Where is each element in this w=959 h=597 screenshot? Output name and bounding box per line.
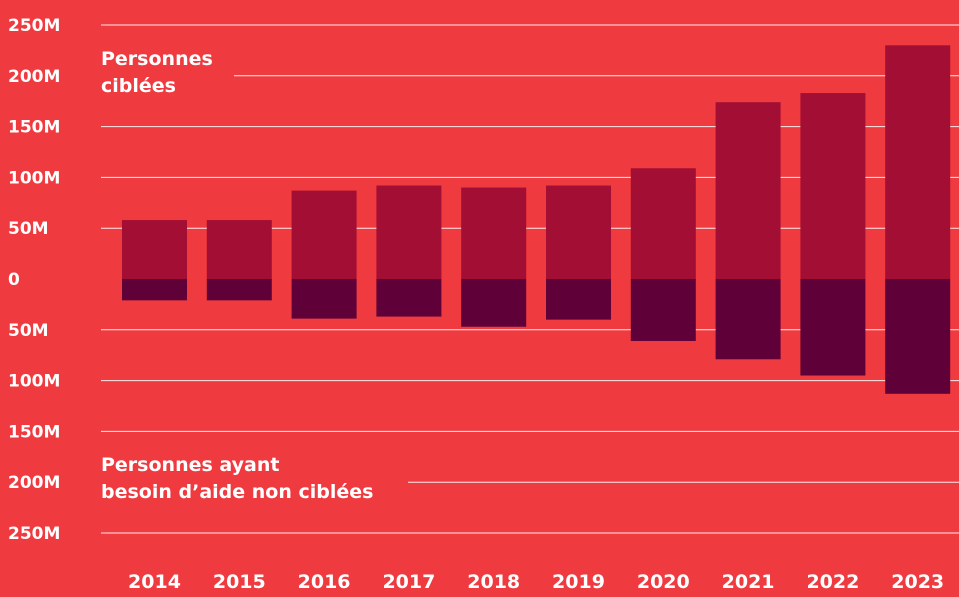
y-tick-label: 200M: [8, 473, 60, 493]
x-tick-label: 2015: [213, 571, 266, 593]
x-axis-ticks: 2014 2015 2016 2017 2018 2019 2020 2021 2022 2023: [128, 571, 944, 593]
x-tick-label: 2023: [891, 571, 944, 593]
x-tick-label: 2021: [722, 571, 775, 593]
bar-targeted-2016: [291, 190, 357, 279]
x-tick-label: 2014: [128, 571, 181, 593]
bar-targeted-2020: [630, 168, 696, 279]
x-tick-label: 2022: [806, 571, 859, 593]
bar-untargeted-2023: [885, 279, 951, 394]
bar-targeted-2021: [715, 102, 781, 279]
annotation-targeted-line-1: Personnes: [101, 48, 213, 70]
bar-targeted-2017: [376, 185, 442, 279]
bar-untargeted-2022: [800, 279, 866, 376]
x-tick-label: 2017: [382, 571, 435, 593]
y-tick-label: 250M: [8, 16, 60, 36]
x-tick-label: 2016: [298, 571, 351, 593]
annotation-untargeted: Personnes ayant besoin d’aide non ciblée…: [94, 450, 408, 512]
bar-targeted-2019: [546, 185, 611, 279]
y-tick-label: 100M: [8, 372, 60, 392]
x-tick-label: 2018: [467, 571, 520, 593]
bar-targeted-2015: [206, 220, 272, 279]
annotation-targeted-line-2: ciblées: [101, 75, 176, 97]
annotation-untargeted-line-1: Personnes ayant: [101, 454, 279, 476]
annotation-targeted: Personnes ciblées: [94, 42, 234, 104]
y-tick-label: 50M: [8, 219, 49, 239]
x-tick-label: 2019: [552, 571, 605, 593]
y-tick-label: 250M: [8, 524, 60, 544]
y-tick-label: 150M: [8, 422, 60, 442]
bars: [122, 45, 951, 394]
bar-untargeted-2018: [461, 279, 527, 327]
bar-untargeted-2016: [291, 279, 357, 319]
y-tick-label: 0: [8, 270, 20, 290]
bar-targeted-2023: [885, 45, 951, 279]
annotation-untargeted-line-2: besoin d’aide non ciblées: [101, 481, 373, 503]
bar-untargeted-2015: [206, 279, 272, 301]
bar-targeted-2022: [800, 93, 866, 280]
bar-untargeted-2020: [630, 279, 696, 341]
bar-targeted-2018: [461, 187, 527, 279]
bar-untargeted-2019: [546, 279, 611, 320]
bar-untargeted-2014: [122, 279, 187, 301]
y-tick-label: 200M: [8, 67, 60, 87]
bar-untargeted-2017: [376, 279, 442, 317]
bar-untargeted-2021: [715, 279, 781, 360]
y-tick-label: 50M: [8, 321, 49, 341]
y-axis-ticks: 250M 200M 150M 100M 50M 0 50M 100M 150M 200M 250M: [8, 16, 60, 544]
y-tick-label: 100M: [8, 168, 60, 188]
bar-targeted-2014: [122, 220, 187, 279]
y-tick-label: 150M: [8, 118, 60, 138]
x-tick-label: 2020: [637, 571, 690, 593]
